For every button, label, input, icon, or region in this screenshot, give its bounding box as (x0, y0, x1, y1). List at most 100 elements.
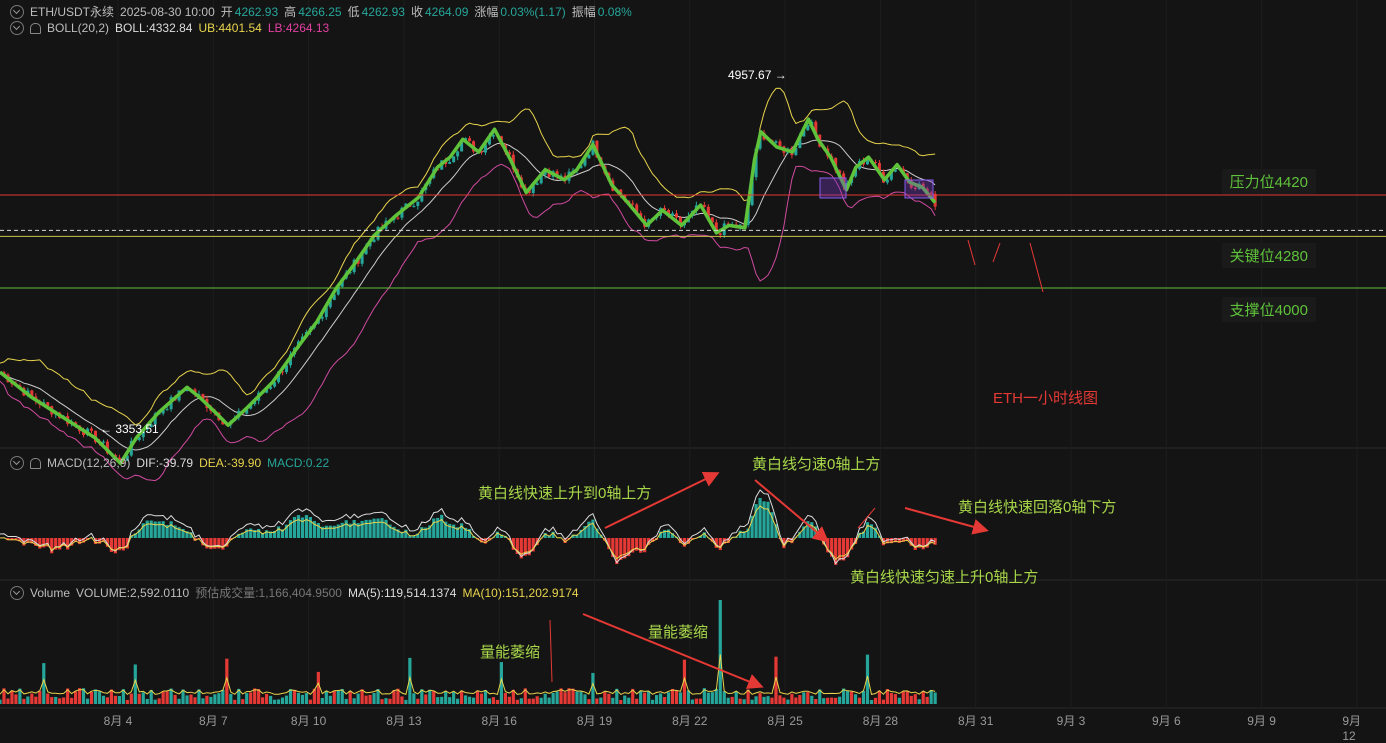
volume-bar (750, 700, 753, 704)
macd-histogram-bar (762, 501, 765, 538)
volume-bar (914, 694, 917, 704)
high-price-mark: 4957.67 → (728, 68, 787, 82)
volume-bar (910, 696, 913, 704)
volume-bar (229, 694, 232, 704)
volume-bar (591, 673, 594, 704)
volume-bar (667, 692, 670, 704)
volume-bar (384, 698, 387, 704)
volume-bar (822, 698, 825, 704)
volume-bar (22, 699, 25, 704)
annotation-arrow (755, 480, 826, 540)
volume-bar (361, 689, 364, 704)
volume-bar (146, 699, 149, 704)
volume-ma-line (0, 654, 935, 694)
volume-bar (544, 694, 547, 704)
macd-histogram-bar (305, 515, 308, 538)
volume-bar (185, 695, 188, 704)
volume-bar (349, 691, 352, 704)
collapse-icon[interactable] (10, 456, 24, 470)
volume-bar (10, 691, 13, 704)
volume-bar (488, 698, 491, 704)
volume-bar (766, 696, 769, 704)
volume-bar (468, 697, 471, 704)
x-tick-label: 8月 7 (199, 712, 228, 729)
annotation-arrows (550, 178, 985, 686)
candle-body (456, 151, 459, 156)
volume-bar (94, 689, 97, 704)
volume-bar (778, 695, 781, 704)
volume-bar (762, 697, 765, 704)
volume-bar (476, 691, 479, 704)
macd-histogram-bar (380, 518, 383, 538)
volume-bar (50, 697, 53, 704)
macd-histogram-bar (866, 522, 869, 538)
volume-bar (723, 691, 726, 704)
volume-bar (0, 700, 2, 704)
volume-bar (687, 690, 690, 704)
volume-bar (647, 691, 650, 704)
volume-bar (452, 692, 455, 704)
collapse-icon[interactable] (10, 5, 24, 19)
volume-bar (679, 692, 682, 704)
volume-bar (719, 600, 722, 704)
annotation-macd-rise2: 黄白线快速匀速上升0轴上方 (850, 566, 1038, 587)
volume-bar (850, 692, 853, 704)
volume-bar (345, 699, 348, 704)
macd-histogram-bar (361, 521, 364, 538)
macd-histogram-bar (460, 523, 463, 538)
collapse-icon[interactable] (10, 21, 24, 35)
candlesticks (2, 120, 936, 464)
volume-bar (126, 700, 129, 704)
volume-bar (894, 694, 897, 704)
volume-bar (758, 693, 761, 704)
volume-bar (552, 693, 555, 704)
volume-bar (814, 699, 817, 704)
macd-histogram-bar (162, 521, 165, 538)
volume-bar (496, 700, 499, 704)
volume-bar (357, 694, 360, 704)
boll-mid: BOLL:4332.84 (115, 21, 192, 35)
volume-bar (106, 697, 109, 704)
volume-bar (34, 697, 37, 704)
volume-ma5: MA(5):119,514.1374 (348, 586, 457, 600)
volume-bar (333, 691, 336, 704)
datetime-label: 2025-08-30 10:00 (120, 5, 215, 19)
volume-bar (770, 698, 773, 704)
x-tick-label: 8月 31 (958, 712, 993, 729)
bell-icon[interactable] (30, 23, 41, 34)
macd-histogram-bar (146, 521, 149, 538)
volume-bar (154, 700, 157, 704)
macd-histogram-bar (209, 538, 212, 549)
volume-bar (189, 694, 192, 704)
x-tick-label: 8月 13 (386, 712, 421, 729)
volume-bar (520, 698, 523, 704)
volume-bar (639, 691, 642, 704)
macd-histogram-bar (766, 502, 769, 538)
volume-panel (0, 600, 937, 704)
collapse-icon[interactable] (10, 586, 24, 600)
volume-bar (906, 691, 909, 704)
volume-name: Volume (30, 586, 70, 600)
volume-bar (743, 699, 746, 704)
macd-dea: DEA:-39.90 (199, 456, 261, 470)
volume-bar (695, 699, 698, 704)
volume-bar (365, 696, 368, 704)
volume-bar (118, 696, 121, 704)
volume-bar (858, 698, 861, 704)
volume-bar (739, 699, 742, 704)
open-value: 4262.93 (235, 5, 278, 19)
candle-body (102, 442, 105, 443)
volume-bar (289, 689, 292, 704)
volume-bar (484, 690, 487, 704)
volume-bar (138, 694, 141, 704)
volume-bar (221, 690, 224, 704)
volume-bar (448, 697, 451, 704)
bell-icon[interactable] (30, 458, 41, 469)
volume-bar (472, 698, 475, 704)
volume-bar (241, 699, 244, 704)
volume-bar (611, 698, 614, 704)
macd-panel (0, 490, 937, 565)
volume-bar (715, 689, 718, 704)
macd-histogram-bar (914, 538, 917, 550)
change-value: 0.03%(1.17) (500, 5, 565, 19)
